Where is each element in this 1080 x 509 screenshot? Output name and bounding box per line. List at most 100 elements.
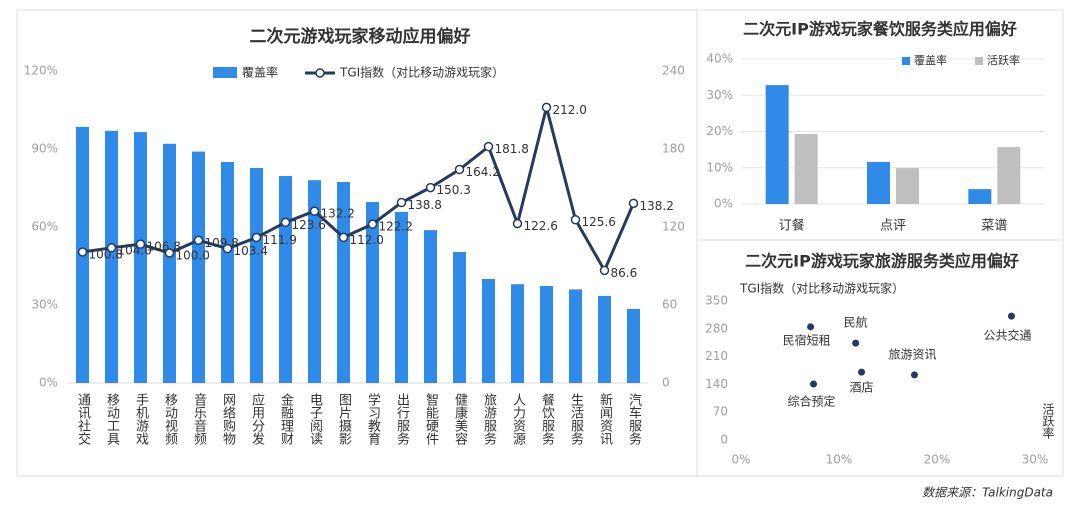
x-tick-label: 20% — [924, 453, 951, 467]
x-tick-label: 人力资源 — [510, 393, 526, 445]
legend-label: TGI指数（对比移动游戏玩家） — [339, 65, 504, 80]
x-tick-label: 菜谱 — [981, 219, 1007, 234]
legend-label: 覆盖率 — [242, 65, 278, 80]
x-tick-label: 网络购物 — [220, 393, 236, 446]
bar — [395, 211, 408, 383]
x-tick-label: 点评 — [880, 219, 906, 234]
line-marker — [106, 243, 117, 253]
y-tick-label: 140 — [705, 377, 728, 391]
point-label: 旅游资讯 — [888, 347, 936, 361]
y-axis-label: TGI指数（对比移动游戏玩家） — [739, 281, 904, 296]
data-label: 100.0 — [176, 249, 210, 263]
x-tick-label: 0% — [731, 453, 750, 467]
x-axis-label: 活跃率 — [1041, 403, 1055, 439]
line-marker — [541, 102, 552, 113]
y-tick-label: 350 — [705, 294, 728, 308]
data-label: 111.9 — [263, 233, 297, 247]
y-tick-label: 20% — [706, 124, 733, 138]
bar — [511, 284, 524, 383]
line-marker — [135, 239, 146, 249]
x-tick-label: 电子阅读 — [307, 393, 323, 445]
legend-label: 活跃率 — [987, 53, 1020, 67]
data-label: 212.0 — [553, 103, 587, 117]
bar — [569, 289, 582, 383]
point — [910, 371, 918, 379]
bar — [627, 308, 640, 383]
x-tick-label: 应用分发 — [249, 392, 265, 445]
line-marker — [338, 232, 349, 243]
line-marker — [193, 235, 204, 246]
bar — [192, 151, 205, 383]
bar — [134, 132, 147, 383]
x-tick-label: 30% — [1022, 453, 1049, 467]
line-marker — [222, 243, 233, 254]
x-tick-label: 通讯社交 — [75, 393, 91, 445]
legend-label: 覆盖率 — [914, 53, 947, 67]
x-tick-label: 金融理财 — [278, 392, 294, 445]
legend-swatch — [902, 57, 910, 65]
x-tick-label: 餐饮服务 — [539, 392, 555, 445]
line-marker — [512, 218, 523, 229]
x-tick-label: 新闻资讯 — [597, 392, 613, 446]
line-marker — [570, 214, 581, 225]
point — [1007, 312, 1015, 320]
line-marker — [251, 232, 262, 243]
bar — [968, 189, 992, 204]
x-tick-label: 手机游戏 — [133, 393, 149, 446]
x-tick-label: 订餐 — [779, 218, 805, 234]
line-marker — [628, 198, 639, 209]
line-marker — [309, 206, 320, 216]
y2-tick-label: 240 — [662, 64, 685, 78]
x-tick-label: 旅游服务 — [481, 393, 497, 445]
y-tick-label: 40% — [706, 52, 733, 66]
data-label: 125.6 — [582, 215, 616, 229]
y-tick-label: 0% — [39, 376, 58, 390]
y-tick-label: 210 — [705, 349, 728, 363]
point-label: 综合预定 — [788, 394, 836, 409]
source: 数据来源：TalkingData — [922, 486, 1053, 500]
point — [810, 380, 818, 388]
y-tick-label: 90% — [31, 142, 58, 156]
y-tick-label: 0% — [714, 197, 733, 211]
data-label: 132.2 — [321, 207, 355, 221]
line-marker — [164, 248, 175, 258]
legend-swatch — [315, 68, 325, 78]
y-tick-label: 60% — [31, 220, 58, 234]
bar — [308, 180, 321, 383]
y2-tick-label: 120 — [662, 220, 685, 234]
bar — [221, 162, 234, 383]
legend-swatch — [975, 57, 983, 65]
bar — [765, 85, 789, 204]
legend-swatch — [213, 67, 237, 78]
data-label: 112.0 — [350, 233, 384, 247]
line-marker — [599, 265, 610, 276]
data-label: 86.6 — [611, 266, 638, 280]
bar — [424, 230, 437, 383]
line-marker — [280, 217, 291, 228]
y-tick-label: 30% — [31, 298, 58, 312]
point-label: 酒店 — [850, 381, 874, 395]
bar — [250, 167, 263, 383]
line-marker — [425, 182, 436, 193]
chart-title: 二次元游戏玩家移动应用偏好 — [250, 26, 471, 47]
x-tick-label: 图片摄影 — [336, 393, 352, 445]
line-marker — [77, 247, 88, 257]
bar — [997, 147, 1021, 204]
x-tick-label: 健康美容 — [452, 393, 468, 446]
y-tick-label: 10% — [706, 160, 733, 174]
data-label: 138.2 — [640, 199, 674, 213]
data-label: 103.4 — [234, 244, 268, 258]
point-label: 公共交通 — [983, 328, 1031, 343]
bar — [337, 182, 350, 383]
x-tick-label: 移动视频 — [162, 393, 178, 445]
bar — [598, 295, 611, 383]
bar — [279, 176, 292, 383]
y2-tick-label: 0 — [662, 376, 670, 390]
point — [807, 323, 815, 331]
chart-title: 二次元IP游戏玩家餐饮服务类应用偏好 — [743, 20, 1017, 39]
x-tick-label: 音乐音频 — [191, 392, 207, 445]
line-marker — [483, 141, 494, 152]
data-label: 123.6 — [292, 218, 326, 232]
line-marker — [396, 197, 407, 208]
